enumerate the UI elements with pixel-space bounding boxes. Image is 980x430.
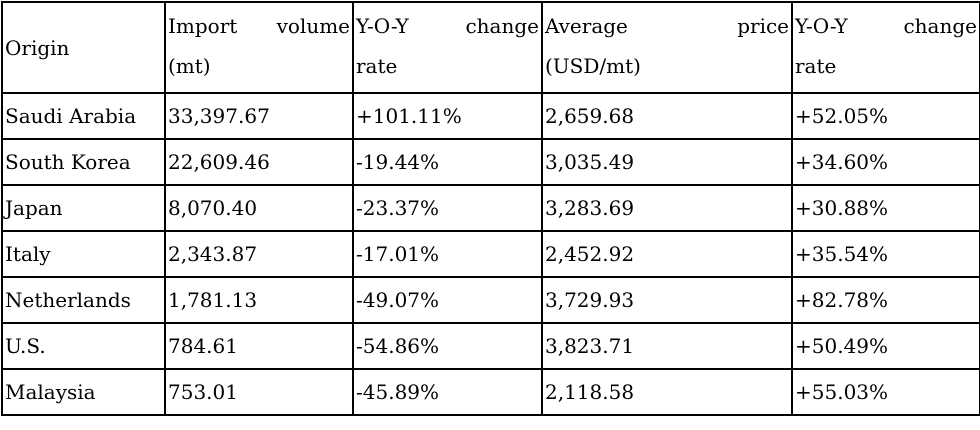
cell-average-price: 2,452.92: [541, 230, 793, 278]
header-volume-yoy-word-3: rate: [356, 54, 398, 78]
cell-import-volume: 2,343.87: [164, 230, 354, 278]
cell-average-price: 3,035.49: [541, 138, 793, 186]
cell-origin: Japan: [1, 184, 166, 232]
cell-volume-yoy: -45.89%: [352, 368, 543, 416]
header-average-price-word-1: Average: [545, 14, 628, 38]
cell-price-yoy: +34.60%: [791, 138, 980, 186]
cell-import-volume: 33,397.67: [164, 92, 354, 140]
header-price-yoy-change: Y-O-Y change rate: [791, 1, 980, 94]
cell-average-price: 2,659.68: [541, 92, 793, 140]
cell-average-price: 3,729.93: [541, 276, 793, 324]
cell-price-yoy: +82.78%: [791, 276, 980, 324]
cell-price-yoy: +30.88%: [791, 184, 980, 232]
header-price-yoy-word-3: rate: [795, 54, 837, 78]
import-data-table: Origin Import volume (mt) Y-O-Y change r…: [1, 1, 980, 416]
header-price-yoy-word-1: Y-O-Y: [795, 14, 848, 38]
cell-price-yoy: +55.03%: [791, 368, 980, 416]
cell-price-yoy: +52.05%: [791, 92, 980, 140]
header-price-yoy-word-2: change: [903, 14, 977, 38]
cell-import-volume: 8,070.40: [164, 184, 354, 232]
header-origin-label: Origin: [5, 35, 70, 60]
cell-volume-yoy: -23.37%: [352, 184, 543, 232]
cell-average-price: 2,118.58: [541, 368, 793, 416]
cell-origin: Italy: [1, 230, 166, 278]
cell-import-volume: 22,609.46: [164, 138, 354, 186]
cell-origin: South Korea: [1, 138, 166, 186]
cell-price-yoy: +50.49%: [791, 322, 980, 370]
header-import-volume-unit: (mt): [168, 54, 211, 78]
cell-volume-yoy: -54.86%: [352, 322, 543, 370]
header-origin: Origin: [1, 1, 166, 94]
table-row: Italy 2,343.87 -17.01% 2,452.92 +35.54%: [1, 230, 980, 278]
header-import-volume-word-2: volume: [276, 14, 350, 38]
cell-average-price: 3,823.71: [541, 322, 793, 370]
header-average-price: Average price (USD/mt): [541, 1, 793, 94]
header-row: Origin Import volume (mt) Y-O-Y change r…: [1, 1, 980, 94]
cell-import-volume: 753.01: [164, 368, 354, 416]
cell-volume-yoy: -19.44%: [352, 138, 543, 186]
header-volume-yoy-word-1: Y-O-Y: [356, 14, 409, 38]
table-row: Japan 8,070.40 -23.37% 3,283.69 +30.88%: [1, 184, 980, 232]
header-average-price-unit: (USD/mt): [545, 54, 641, 78]
table-row: South Korea 22,609.46 -19.44% 3,035.49 +…: [1, 138, 980, 186]
header-volume-yoy-change: Y-O-Y change rate: [352, 1, 543, 94]
cell-volume-yoy: -49.07%: [352, 276, 543, 324]
header-average-price-word-2: price: [737, 14, 789, 38]
cell-origin: Saudi Arabia: [1, 92, 166, 140]
table-row: Saudi Arabia 33,397.67 +101.11% 2,659.68…: [1, 92, 980, 140]
header-volume-yoy-word-2: change: [465, 14, 539, 38]
cell-origin: U.S.: [1, 322, 166, 370]
header-import-volume: Import volume (mt): [164, 1, 354, 94]
header-import-volume-word-1: Import: [168, 14, 238, 38]
cell-import-volume: 1,781.13: [164, 276, 354, 324]
table-row: U.S. 784.61 -54.86% 3,823.71 +50.49%: [1, 322, 980, 370]
cell-origin: Netherlands: [1, 276, 166, 324]
cell-volume-yoy: -17.01%: [352, 230, 543, 278]
table-row: Netherlands 1,781.13 -49.07% 3,729.93 +8…: [1, 276, 980, 324]
cell-origin: Malaysia: [1, 368, 166, 416]
cell-average-price: 3,283.69: [541, 184, 793, 232]
cell-price-yoy: +35.54%: [791, 230, 980, 278]
cell-volume-yoy: +101.11%: [352, 92, 543, 140]
table-row: Malaysia 753.01 -45.89% 2,118.58 +55.03%: [1, 368, 980, 416]
cell-import-volume: 784.61: [164, 322, 354, 370]
